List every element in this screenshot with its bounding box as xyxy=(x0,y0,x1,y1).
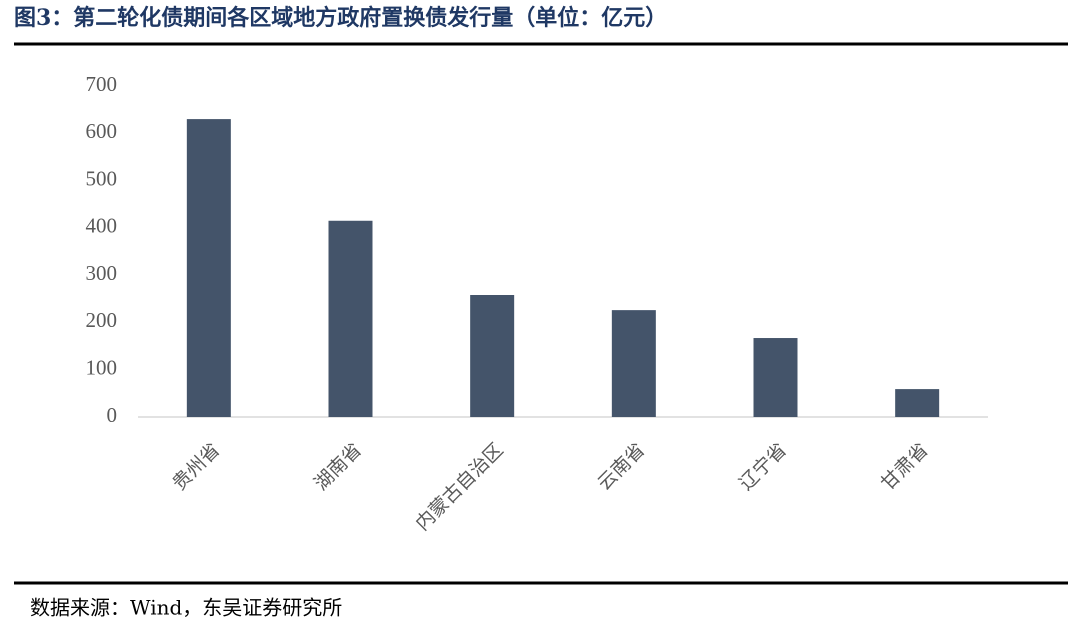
y-tick-label: 0 xyxy=(107,403,118,427)
y-tick-label: 500 xyxy=(86,166,118,190)
x-tick-label: 内蒙古自治区 xyxy=(411,439,507,535)
x-tick-label: 甘肃省 xyxy=(877,439,933,495)
y-tick-label: 600 xyxy=(86,119,118,143)
bar xyxy=(611,310,656,417)
bar xyxy=(895,389,940,417)
chart-title: 图3：第二轮化债期间各区域地方政府置换债发行量（单位：亿元） xyxy=(14,5,667,31)
bar xyxy=(470,295,515,417)
x-tick-label: 云南省 xyxy=(593,439,649,495)
x-tick-label: 湖南省 xyxy=(310,439,366,495)
x-tick-label: 贵州省 xyxy=(168,439,224,495)
y-tick-label: 100 xyxy=(86,356,118,380)
bar xyxy=(186,119,231,417)
bar xyxy=(753,338,798,417)
y-tick-label: 300 xyxy=(86,261,118,285)
y-tick-label: 400 xyxy=(86,214,118,238)
x-tick-label: 辽宁省 xyxy=(735,439,791,495)
y-tick-label: 200 xyxy=(86,308,118,332)
y-tick-label: 700 xyxy=(86,72,118,96)
bar xyxy=(328,220,373,417)
source-note: 数据来源：Wind，东吴证券研究所 xyxy=(30,596,342,620)
